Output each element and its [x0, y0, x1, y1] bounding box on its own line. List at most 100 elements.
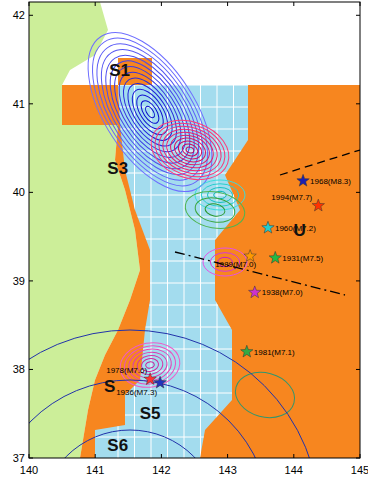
x-tick	[293, 454, 294, 458]
x-tick-label: 145	[351, 464, 368, 476]
dash-dot-line	[175, 252, 345, 295]
event-label: 1936(M7.3)	[116, 388, 157, 397]
contour	[185, 146, 194, 154]
y-tick-label: 39	[13, 275, 25, 287]
x-tick-label: 140	[20, 464, 38, 476]
event-label: 1981(M7.1)	[254, 348, 295, 357]
x-tick	[95, 454, 96, 458]
cell-line	[29, 371, 360, 372]
region-label: S5	[140, 404, 161, 423]
event-star	[241, 345, 253, 357]
event-star	[262, 221, 274, 233]
y-tick	[29, 458, 33, 459]
y-tick-label: 37	[13, 452, 25, 464]
region-label: S	[104, 377, 115, 396]
cell-line	[29, 437, 360, 438]
x-tick	[360, 454, 361, 458]
y-tick	[29, 103, 33, 104]
cell-line	[29, 349, 360, 350]
event-label: 1938(M7.0)	[262, 288, 303, 297]
x-tick	[227, 2, 228, 6]
x-tick-label: 144	[285, 464, 303, 476]
y-tick	[356, 192, 360, 193]
event-star	[269, 251, 281, 263]
contour	[76, 26, 225, 197]
dashed-line	[280, 150, 360, 175]
region-label: S6	[107, 436, 128, 455]
orange-zone	[62, 58, 360, 458]
y-tick-label: 41	[13, 98, 25, 110]
cell-line	[29, 327, 360, 328]
frame	[29, 2, 360, 458]
contour	[63, 12, 237, 212]
cell-line	[217, 2, 218, 458]
cell-line	[29, 415, 360, 416]
x-tick-label: 142	[152, 464, 170, 476]
y-tick	[29, 369, 33, 370]
y-tick	[29, 280, 33, 281]
cell-line	[29, 393, 360, 394]
cell-line	[29, 85, 360, 86]
contour	[40, 430, 220, 458]
cell-line	[29, 151, 360, 152]
region-label: U	[294, 221, 306, 240]
x-tick	[161, 454, 162, 458]
contour	[29, 330, 320, 458]
x-tick-label: 143	[218, 464, 236, 476]
y-tick-label: 42	[13, 9, 25, 21]
y-tick	[356, 458, 360, 459]
region-label: S1	[109, 61, 130, 80]
contour	[166, 130, 213, 170]
cell-line	[29, 239, 360, 240]
contour	[182, 187, 247, 233]
blue-zone	[95, 85, 248, 458]
contour	[117, 338, 184, 392]
cell-line	[29, 305, 360, 306]
x-tick	[293, 2, 294, 6]
plot-area	[29, 2, 360, 458]
contour	[152, 118, 227, 182]
contour	[230, 366, 299, 424]
contour	[100, 55, 199, 169]
cell-line	[184, 2, 185, 458]
cell-line	[250, 2, 251, 458]
contour	[121, 342, 178, 388]
event-star	[249, 286, 261, 298]
event-label: 1931(M7.5)	[282, 254, 323, 263]
y-tick-label: 40	[13, 186, 25, 198]
contour	[193, 195, 237, 226]
x-tick	[95, 2, 96, 6]
y-tick	[356, 15, 360, 16]
cell-line	[200, 2, 201, 458]
y-tick	[29, 192, 33, 193]
x-tick	[360, 2, 361, 6]
y-tick	[29, 15, 33, 16]
y-tick	[356, 369, 360, 370]
y-tick	[356, 280, 360, 281]
cell-line	[167, 2, 168, 458]
contour	[171, 134, 209, 166]
event-star	[312, 199, 324, 211]
x-tick	[29, 454, 30, 458]
region-label: S3	[107, 159, 128, 178]
contour	[29, 380, 270, 458]
event-label: 1978(M7.6)	[106, 366, 147, 375]
y-tick	[356, 103, 360, 104]
x-tick	[161, 2, 162, 6]
x-tick	[227, 454, 228, 458]
contour	[94, 48, 206, 177]
cell-line	[29, 129, 360, 130]
cell-line	[233, 2, 234, 458]
x-tick-label: 141	[86, 464, 104, 476]
contour	[176, 138, 204, 162]
contour	[204, 202, 226, 217]
y-tick-label: 38	[13, 363, 25, 375]
event-label: 1994(M7.7)	[271, 193, 312, 202]
cell-line	[29, 283, 360, 284]
event-label: 1968(M8.3)	[310, 177, 351, 186]
contour	[201, 184, 239, 207]
contour	[148, 114, 233, 186]
event-label: 1989(M7.0)	[215, 260, 256, 269]
contour	[143, 110, 237, 190]
event-star	[154, 376, 166, 388]
